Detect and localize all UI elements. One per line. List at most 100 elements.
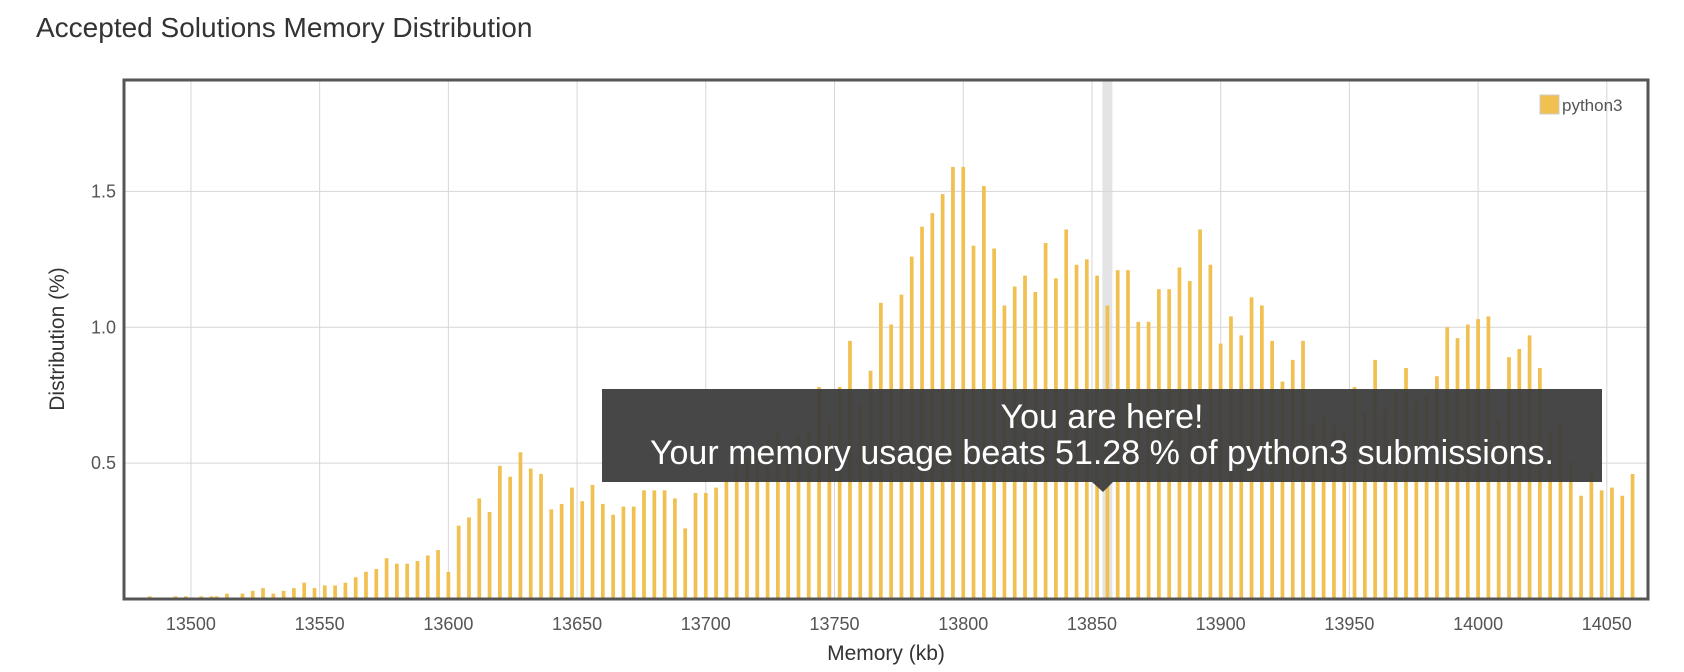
bar xyxy=(776,430,780,599)
bar xyxy=(600,503,605,599)
bar xyxy=(642,490,646,599)
bar xyxy=(611,514,615,599)
x-tick-label: 13700 xyxy=(681,614,731,634)
bar xyxy=(477,498,482,599)
bar xyxy=(1620,495,1625,599)
bar xyxy=(1538,368,1542,599)
bar xyxy=(312,588,317,599)
bar xyxy=(1352,387,1357,599)
bar xyxy=(703,493,708,599)
x-axis-title: Memory (kb) xyxy=(827,642,945,665)
bar xyxy=(322,585,327,599)
bar xyxy=(292,588,296,599)
bar xyxy=(415,560,420,599)
grid-lines xyxy=(124,80,1648,599)
bar xyxy=(395,563,399,599)
bar xyxy=(250,590,255,599)
tooltip: You are here! Your memory usage beats 51… xyxy=(602,389,1602,492)
x-tick-label: 13600 xyxy=(423,614,473,634)
bar xyxy=(734,465,739,599)
bar xyxy=(590,484,595,599)
bar xyxy=(559,503,564,599)
bar xyxy=(806,430,811,599)
legend[interactable]: python3 xyxy=(1539,94,1623,115)
bar xyxy=(745,457,749,599)
bar xyxy=(1342,430,1347,599)
x-tick-label: 13950 xyxy=(1324,614,1374,634)
bar xyxy=(487,512,492,599)
plot-frame xyxy=(122,78,1650,601)
bar xyxy=(796,435,801,599)
bar xyxy=(1383,408,1388,599)
bar xyxy=(1496,419,1501,599)
bar xyxy=(621,506,626,599)
bar xyxy=(1362,411,1367,599)
y-tick-label: 1.5 xyxy=(91,181,116,201)
bar xyxy=(1435,376,1439,599)
bar xyxy=(1610,487,1614,599)
bar xyxy=(1579,495,1583,599)
bar xyxy=(302,582,307,599)
bar xyxy=(425,555,430,599)
bar xyxy=(436,550,440,599)
bar xyxy=(1424,395,1429,599)
bar xyxy=(1321,416,1326,599)
bar xyxy=(1548,430,1553,599)
bar xyxy=(508,476,513,599)
bar xyxy=(724,479,729,599)
bar xyxy=(827,422,832,599)
bar xyxy=(786,452,791,599)
bar xyxy=(261,588,265,599)
bar xyxy=(951,166,955,599)
bar xyxy=(1558,422,1563,599)
x-axis-ticks: 13500 13550 13600 13650 13700 13750 13800 13850… xyxy=(166,614,1632,634)
bar xyxy=(498,465,502,599)
tooltip-box xyxy=(602,389,1602,482)
bar xyxy=(631,506,636,599)
bar xyxy=(693,493,698,599)
bar xyxy=(714,487,718,599)
bar xyxy=(673,498,677,599)
bar xyxy=(1599,490,1604,599)
bar xyxy=(1311,422,1316,599)
bar xyxy=(961,166,966,599)
bars xyxy=(147,166,1635,600)
bar xyxy=(364,571,368,599)
bar xyxy=(1630,474,1635,599)
legend-label-python3: python3 xyxy=(1562,96,1623,115)
x-tick-label: 13850 xyxy=(1067,614,1117,634)
bar xyxy=(765,438,770,599)
bar xyxy=(817,387,821,599)
bar xyxy=(1332,425,1336,599)
bar xyxy=(662,490,667,599)
x-tick-label: 13900 xyxy=(1196,614,1246,634)
bar xyxy=(837,387,842,599)
bar xyxy=(755,449,760,599)
x-tick-label: 14050 xyxy=(1582,614,1632,634)
bar xyxy=(528,468,533,599)
bar xyxy=(271,593,276,599)
bar xyxy=(580,501,585,599)
bar xyxy=(225,593,229,599)
bar xyxy=(353,577,358,599)
bar xyxy=(446,571,451,599)
y-axis-ticks: 0.5 1.0 1.5 xyxy=(91,181,116,473)
x-tick-label: 13800 xyxy=(938,614,988,634)
bar xyxy=(456,525,461,599)
bar xyxy=(374,569,379,599)
bar xyxy=(1414,400,1419,599)
bar xyxy=(570,487,574,599)
y-axis-title: Distribution (%) xyxy=(46,267,69,411)
tooltip-line-1: You are here! xyxy=(1001,398,1204,436)
bar xyxy=(518,452,523,599)
legend-swatch xyxy=(1539,94,1560,115)
bar xyxy=(405,563,410,599)
x-tick-label: 13500 xyxy=(166,614,216,634)
y-tick-label: 1.0 xyxy=(91,317,116,337)
tooltip-line-2: Your memory usage beats 51.28 % of pytho… xyxy=(650,434,1554,472)
bar xyxy=(683,528,688,599)
bar xyxy=(1589,474,1594,599)
page-title: Accepted Solutions Memory Distribution xyxy=(36,12,533,43)
bar xyxy=(549,509,554,599)
